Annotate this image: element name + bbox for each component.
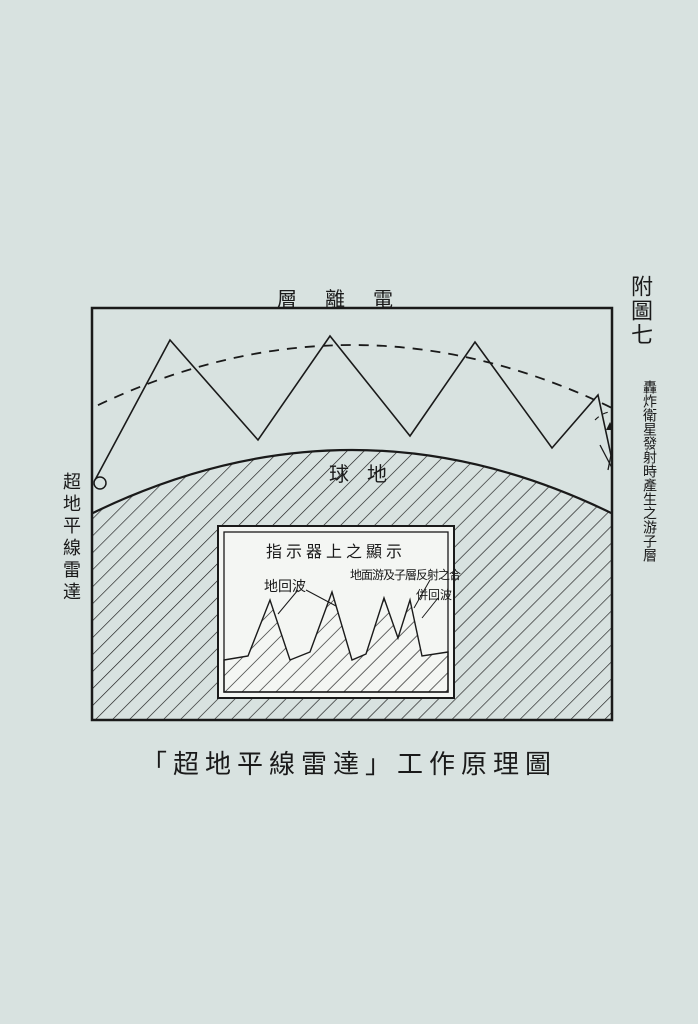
inset-title: 指示器上之顯示 <box>218 538 454 562</box>
ionosphere-arc <box>50 345 654 430</box>
diagram-page: 附圖七 轟炸衛星發射時產生之游子層 超地平線雷達 層離電 球地 指示器上之顯示 … <box>0 0 698 1024</box>
ion-burst-icon <box>595 412 625 420</box>
main-title: 「超地平線雷達」工作原理圖 <box>0 744 698 781</box>
earth-label: 球地 <box>0 458 698 487</box>
ionosphere-label: 層離電 <box>0 283 698 312</box>
inset-label-combined-top: 地面游及子層反射之合 <box>350 566 460 583</box>
left-side-label: 超地平線雷達 <box>58 472 84 604</box>
inset-label-combined-bottom: 併回波 <box>416 586 452 603</box>
diagram-svg <box>0 0 698 1024</box>
inset-label-ground-echo: 地回波 <box>264 576 306 596</box>
